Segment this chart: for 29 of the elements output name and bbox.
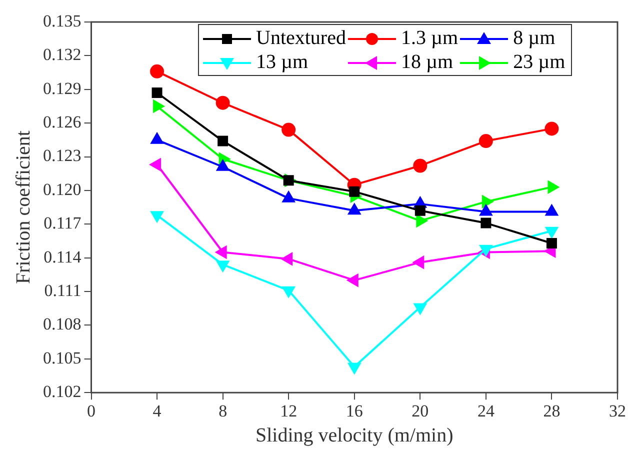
y-tick-label: 0.123 bbox=[43, 146, 82, 166]
y-tick-label: 0.117 bbox=[44, 214, 82, 233]
y-tick-label: 0.135 bbox=[43, 11, 82, 30]
x-tick-label: 0 bbox=[87, 401, 96, 420]
y-tick-label: 0.108 bbox=[43, 314, 82, 334]
legend-label: 1.3 µm bbox=[400, 27, 458, 49]
legend-label: Untextured bbox=[256, 27, 346, 49]
x-tick-label: 16 bbox=[346, 401, 363, 420]
y-tick-label: 0.102 bbox=[43, 382, 82, 402]
y-tick-label: 0.126 bbox=[43, 112, 82, 132]
legend-label: 23 µm bbox=[513, 51, 566, 73]
y-tick-label: 0.111 bbox=[44, 280, 82, 300]
x-axis-title: Sliding velocity (m/min) bbox=[255, 424, 454, 446]
legend-label: 8 µm bbox=[513, 27, 556, 49]
y-tick-label: 0.132 bbox=[43, 45, 82, 64]
y-tick-label: 0.114 bbox=[44, 247, 82, 266]
x-tick-label: 4 bbox=[152, 401, 162, 420]
legend-label: 18 µm bbox=[400, 51, 454, 73]
legend-label: 13 µm bbox=[256, 51, 308, 73]
x-tick-label: 20 bbox=[412, 401, 429, 420]
x-tick-label: 8 bbox=[218, 401, 228, 420]
y-tick-label: 0.120 bbox=[43, 180, 82, 199]
x-tick-label: 12 bbox=[280, 401, 298, 420]
x-tick-label: 32 bbox=[609, 401, 626, 420]
x-tick-label: 28 bbox=[543, 401, 560, 420]
y-tick-label: 0.129 bbox=[43, 78, 82, 98]
y-tick-label: 0.105 bbox=[43, 348, 82, 368]
x-tick-label: 24 bbox=[477, 401, 495, 420]
y-axis-title: Friction coefficient bbox=[12, 130, 34, 284]
